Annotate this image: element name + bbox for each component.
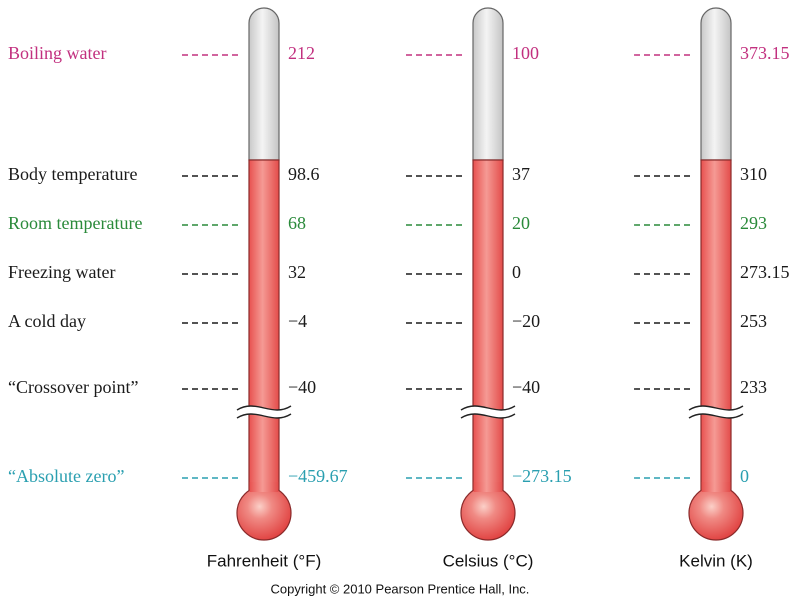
temperature-value: −40 <box>288 377 316 397</box>
temperature-value: −459.67 <box>288 466 348 486</box>
temperature-value: 0 <box>512 262 521 282</box>
break-line <box>236 405 292 411</box>
tube-glass <box>472 7 504 161</box>
break-line <box>460 413 516 419</box>
tube-liquid <box>472 159 504 514</box>
temperature-value: 373.15 <box>740 43 790 63</box>
scale-label: Kelvin (K) <box>679 551 753 570</box>
row-label: Freezing water <box>8 262 115 282</box>
tube-liquid-join <box>473 482 503 492</box>
row-label: Room temperature <box>8 213 142 233</box>
temperature-value: 310 <box>740 164 767 184</box>
tube-glass <box>248 7 280 161</box>
row-label: A cold day <box>8 311 86 331</box>
tube-liquid-join <box>249 482 279 492</box>
temperature-value: −4 <box>288 311 307 331</box>
break-band <box>237 406 291 418</box>
tube-liquid <box>248 159 280 514</box>
temperature-value: −273.15 <box>512 466 572 486</box>
tube-liquid <box>700 159 732 514</box>
break-band <box>689 406 743 418</box>
break-line <box>688 405 744 411</box>
temperature-value: 253 <box>740 311 767 331</box>
row-label: “Crossover point” <box>8 377 138 397</box>
bulb <box>460 485 516 541</box>
temperature-value: 293 <box>740 213 767 233</box>
temperature-value: 100 <box>512 43 539 63</box>
temperature-value: 98.6 <box>288 164 320 184</box>
temperature-value: 68 <box>288 213 306 233</box>
copyright: Copyright © 2010 Pearson Prentice Hall, … <box>271 581 530 596</box>
temperature-value: −40 <box>512 377 540 397</box>
temperature-value: 233 <box>740 377 767 397</box>
temperature-value: 0 <box>740 466 749 486</box>
temperature-value: 32 <box>288 262 306 282</box>
temperature-value: −20 <box>512 311 540 331</box>
temperature-value: 37 <box>512 164 530 184</box>
tube-glass <box>700 7 732 161</box>
thermometer <box>236 7 292 541</box>
temperature-value: 212 <box>288 43 315 63</box>
break-line <box>460 405 516 411</box>
break-band <box>461 406 515 418</box>
bulb <box>236 485 292 541</box>
scale-label: Celsius (°C) <box>443 551 534 570</box>
row-label: Body temperature <box>8 164 137 184</box>
bulb <box>688 485 744 541</box>
row-label: Boiling water <box>8 43 106 63</box>
thermometer <box>460 7 516 541</box>
break-line <box>688 413 744 419</box>
temperature-value: 20 <box>512 213 530 233</box>
tube-liquid-join <box>701 482 731 492</box>
row-label: “Absolute zero” <box>8 466 124 486</box>
temperature-value: 273.15 <box>740 262 790 282</box>
thermometer <box>688 7 744 541</box>
scale-label: Fahrenheit (°F) <box>207 551 322 570</box>
break-line <box>236 413 292 419</box>
